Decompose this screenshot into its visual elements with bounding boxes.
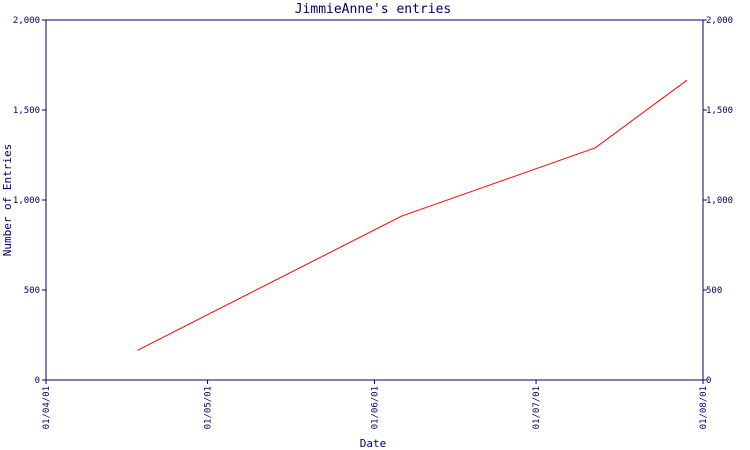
x-axis: 01/04/01 01/05/01 01/06/01 01/07/01 01/08/01 xyxy=(42,380,709,429)
y-tick-label-left: 1,000 xyxy=(13,196,40,206)
x-tick-label: 01/04/01 xyxy=(42,386,52,429)
x-tick-label: 01/06/01 xyxy=(371,386,381,429)
x-tick-label: 01/05/01 xyxy=(204,386,214,429)
series-line xyxy=(137,79,688,351)
plot-frame xyxy=(45,19,704,381)
y-tick-label-left: 1,500 xyxy=(13,106,40,116)
x-tick-label: 01/07/01 xyxy=(532,386,542,429)
y-tick-label-right: 2,000 xyxy=(706,16,733,26)
y-axis-left: 0 500 1,000 1,500 2,000 xyxy=(13,16,46,386)
y-axis-label: Number of Entries xyxy=(1,144,14,257)
series-layer xyxy=(137,79,688,351)
y-tick-label-right: 1,000 xyxy=(706,196,733,206)
y-tick-label-right: 1,500 xyxy=(706,106,733,116)
y-tick-label-right: 0 xyxy=(706,376,711,386)
x-axis-label: Date xyxy=(360,437,387,450)
y-tick-label-left: 0 xyxy=(35,376,40,386)
y-tick-label-left: 2,000 xyxy=(13,16,40,26)
y-axis-right: 0 500 1,000 1,500 2,000 xyxy=(703,16,733,386)
y-tick-label-right: 500 xyxy=(706,286,722,296)
x-tick-label: 01/08/01 xyxy=(699,386,709,429)
y-tick-label-left: 500 xyxy=(24,286,40,296)
chart-title: JimmieAnne's entries xyxy=(295,2,452,17)
